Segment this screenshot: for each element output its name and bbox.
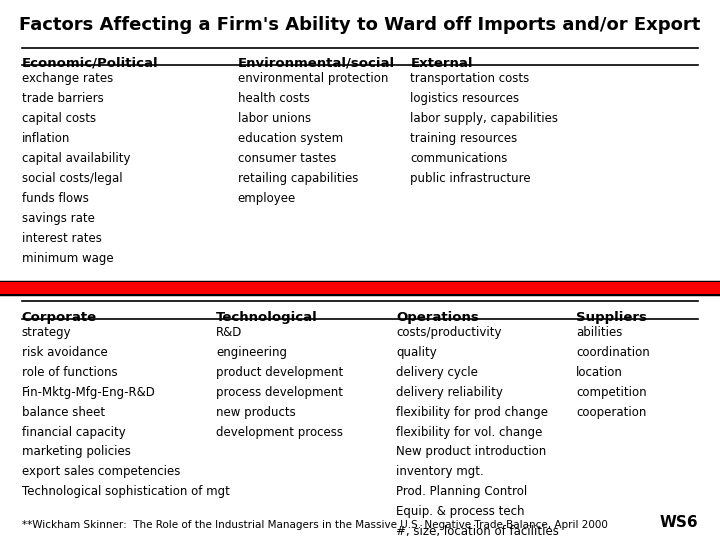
Text: education system: education system (238, 132, 343, 145)
Text: coordination: coordination (576, 346, 649, 359)
Text: risk avoidance: risk avoidance (22, 346, 107, 359)
Text: External: External (410, 57, 473, 70)
Text: communications: communications (410, 152, 508, 165)
Text: export sales competencies: export sales competencies (22, 465, 180, 478)
Text: #, size, location of facilities: #, size, location of facilities (396, 525, 559, 538)
Text: interest rates: interest rates (22, 232, 102, 245)
Text: Fin-Mktg-Mfg-Eng-R&D: Fin-Mktg-Mfg-Eng-R&D (22, 386, 156, 399)
Text: strategy: strategy (22, 326, 71, 339)
Text: transportation costs: transportation costs (410, 72, 530, 85)
Text: role of functions: role of functions (22, 366, 117, 379)
Text: financial capacity: financial capacity (22, 426, 125, 438)
Text: engineering: engineering (216, 346, 287, 359)
Text: exchange rates: exchange rates (22, 72, 113, 85)
Text: quality: quality (396, 346, 437, 359)
Text: flexibility for vol. change: flexibility for vol. change (396, 426, 542, 438)
Text: development process: development process (216, 426, 343, 438)
Text: labor unions: labor unions (238, 112, 311, 125)
Text: minimum wage: minimum wage (22, 252, 113, 265)
Text: flexibility for prod change: flexibility for prod change (396, 406, 548, 419)
Text: WS6: WS6 (660, 515, 698, 530)
Text: trade barriers: trade barriers (22, 92, 104, 105)
Text: inflation: inflation (22, 132, 70, 145)
Text: delivery cycle: delivery cycle (396, 366, 478, 379)
Text: health costs: health costs (238, 92, 310, 105)
Text: Corporate: Corporate (22, 310, 96, 323)
Text: consumer tastes: consumer tastes (238, 152, 336, 165)
Text: environmental protection: environmental protection (238, 72, 388, 85)
Text: process development: process development (216, 386, 343, 399)
Text: retailing capabilities: retailing capabilities (238, 172, 358, 185)
Text: labor supply, capabilities: labor supply, capabilities (410, 112, 559, 125)
Text: balance sheet: balance sheet (22, 406, 104, 419)
Text: capital costs: capital costs (22, 112, 96, 125)
Text: Prod. Planning Control: Prod. Planning Control (396, 485, 527, 498)
Text: Equip. & process tech: Equip. & process tech (396, 505, 524, 518)
Text: Environmental/social: Environmental/social (238, 57, 395, 70)
Text: R&D: R&D (216, 326, 243, 339)
Text: Economic/Political: Economic/Political (22, 57, 158, 70)
Text: New product introduction: New product introduction (396, 446, 546, 458)
Text: competition: competition (576, 386, 647, 399)
Bar (0, 282, 720, 294)
Text: marketing policies: marketing policies (22, 446, 130, 458)
Text: social costs/legal: social costs/legal (22, 172, 122, 185)
Text: capital availability: capital availability (22, 152, 130, 165)
Text: product development: product development (216, 366, 343, 379)
Text: Technological sophistication of mgt: Technological sophistication of mgt (22, 485, 230, 498)
Text: **Wickham Skinner:  The Role of the Industrial Managers in the Massive U.S. Nega: **Wickham Skinner: The Role of the Indus… (22, 520, 608, 530)
Text: funds flows: funds flows (22, 192, 89, 205)
Text: inventory mgt.: inventory mgt. (396, 465, 484, 478)
Text: costs/productivity: costs/productivity (396, 326, 502, 339)
Text: location: location (576, 366, 623, 379)
Text: Suppliers: Suppliers (576, 310, 647, 323)
Text: abilities: abilities (576, 326, 622, 339)
Text: new products: new products (216, 406, 296, 419)
Text: Technological: Technological (216, 310, 318, 323)
Text: Factors Affecting a Firm's Ability to Ward off Imports and/or Export: Factors Affecting a Firm's Ability to Wa… (19, 16, 701, 34)
Text: savings rate: savings rate (22, 212, 94, 225)
Text: training resources: training resources (410, 132, 518, 145)
Text: logistics resources: logistics resources (410, 92, 520, 105)
Text: employee: employee (238, 192, 296, 205)
Text: public infrastructure: public infrastructure (410, 172, 531, 185)
Text: delivery reliability: delivery reliability (396, 386, 503, 399)
Text: cooperation: cooperation (576, 406, 647, 419)
Text: Operations: Operations (396, 310, 479, 323)
